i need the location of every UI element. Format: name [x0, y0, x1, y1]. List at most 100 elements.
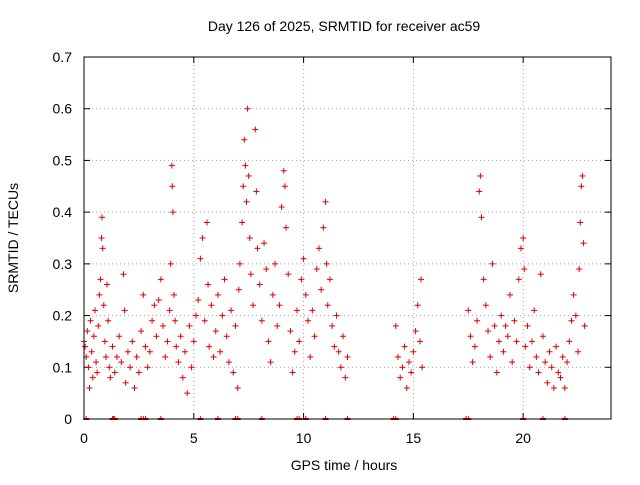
data-point [225, 359, 232, 366]
data-point [124, 348, 131, 355]
data-point [293, 307, 300, 314]
data-point [535, 369, 542, 376]
data-point [84, 328, 91, 335]
data-point [169, 183, 176, 190]
data-point [85, 364, 92, 371]
data-point [250, 302, 257, 309]
data-point [129, 338, 136, 345]
data-point [489, 260, 496, 267]
data-point [276, 302, 283, 309]
data-point [504, 333, 511, 340]
data-point [235, 286, 242, 293]
data-point [575, 348, 582, 355]
y-tick-label: 0.5 [53, 152, 73, 168]
data-point [241, 136, 248, 143]
x-tick-label: 0 [80, 430, 88, 446]
data-point [203, 219, 210, 226]
data-point [146, 348, 153, 355]
data-point [513, 338, 520, 345]
data-point [578, 183, 585, 190]
y-tick-label: 0.3 [53, 256, 73, 272]
data-point [477, 172, 484, 179]
data-point [104, 281, 111, 288]
data-point [509, 359, 516, 366]
data-point [300, 255, 307, 262]
data-point [199, 235, 206, 241]
data-point [313, 266, 320, 273]
data-point [500, 348, 507, 355]
data-point [142, 343, 149, 350]
data-point [111, 369, 118, 376]
x-tick-labels: 0 5 10 15 20 [80, 430, 531, 446]
data-point [416, 338, 423, 345]
data-point [212, 328, 219, 335]
data-point [326, 276, 333, 283]
data-point [252, 126, 259, 133]
data-point [566, 338, 573, 345]
data-point [221, 276, 228, 283]
data-point [113, 353, 120, 360]
data-point [247, 271, 254, 278]
data-point [86, 384, 93, 391]
data-point [491, 322, 498, 329]
data-point [414, 302, 421, 309]
data-point [263, 266, 270, 273]
data-point [465, 307, 472, 314]
data-point [323, 260, 330, 267]
data-point [93, 359, 100, 366]
data-point [121, 307, 128, 314]
data-point [102, 353, 109, 360]
data-point [245, 172, 252, 179]
data-point [166, 307, 173, 314]
data-point [467, 333, 474, 340]
data-point [173, 343, 180, 350]
data-point [333, 312, 340, 319]
data-point [175, 359, 182, 366]
data-point [265, 338, 272, 345]
grid-lines [84, 57, 611, 419]
data-point [520, 235, 527, 241]
data-point [322, 198, 329, 205]
data-point [537, 271, 544, 278]
data-point [480, 276, 487, 283]
data-point [511, 317, 518, 324]
data-point [318, 286, 325, 293]
data-point [153, 333, 160, 340]
data-point [410, 348, 417, 355]
data-point [87, 317, 94, 324]
y-tick-labels: 0 0.1 0.2 0.3 0.4 0.5 0.6 0.7 [53, 49, 73, 427]
data-point [244, 105, 251, 112]
data-point [419, 364, 426, 371]
data-point [254, 245, 261, 252]
data-point [116, 333, 123, 340]
data-point [395, 353, 402, 360]
data-point [478, 214, 485, 221]
data-point [236, 260, 243, 267]
data-point [550, 384, 557, 391]
data-point [515, 276, 522, 283]
data-point [219, 312, 226, 319]
data-point [186, 322, 193, 329]
data-point [214, 291, 221, 298]
data-point [469, 359, 476, 366]
data-point [564, 359, 571, 366]
data-point [243, 198, 250, 205]
data-point [184, 390, 191, 397]
y-tick-label: 0.6 [53, 101, 73, 117]
data-point [493, 369, 500, 376]
x-axis-label: GPS time / hours [291, 457, 398, 473]
data-point [555, 369, 562, 376]
data-point [397, 374, 404, 381]
data-point [272, 260, 279, 267]
data-point [546, 348, 553, 355]
data-point [172, 317, 179, 324]
data-point [82, 343, 89, 350]
data-point [577, 219, 584, 226]
data-point [94, 369, 101, 376]
data-point [160, 322, 167, 329]
data-point [524, 322, 531, 329]
data-point [256, 281, 263, 288]
data-point [89, 374, 96, 381]
data-point [91, 307, 98, 314]
data-point [135, 369, 142, 376]
